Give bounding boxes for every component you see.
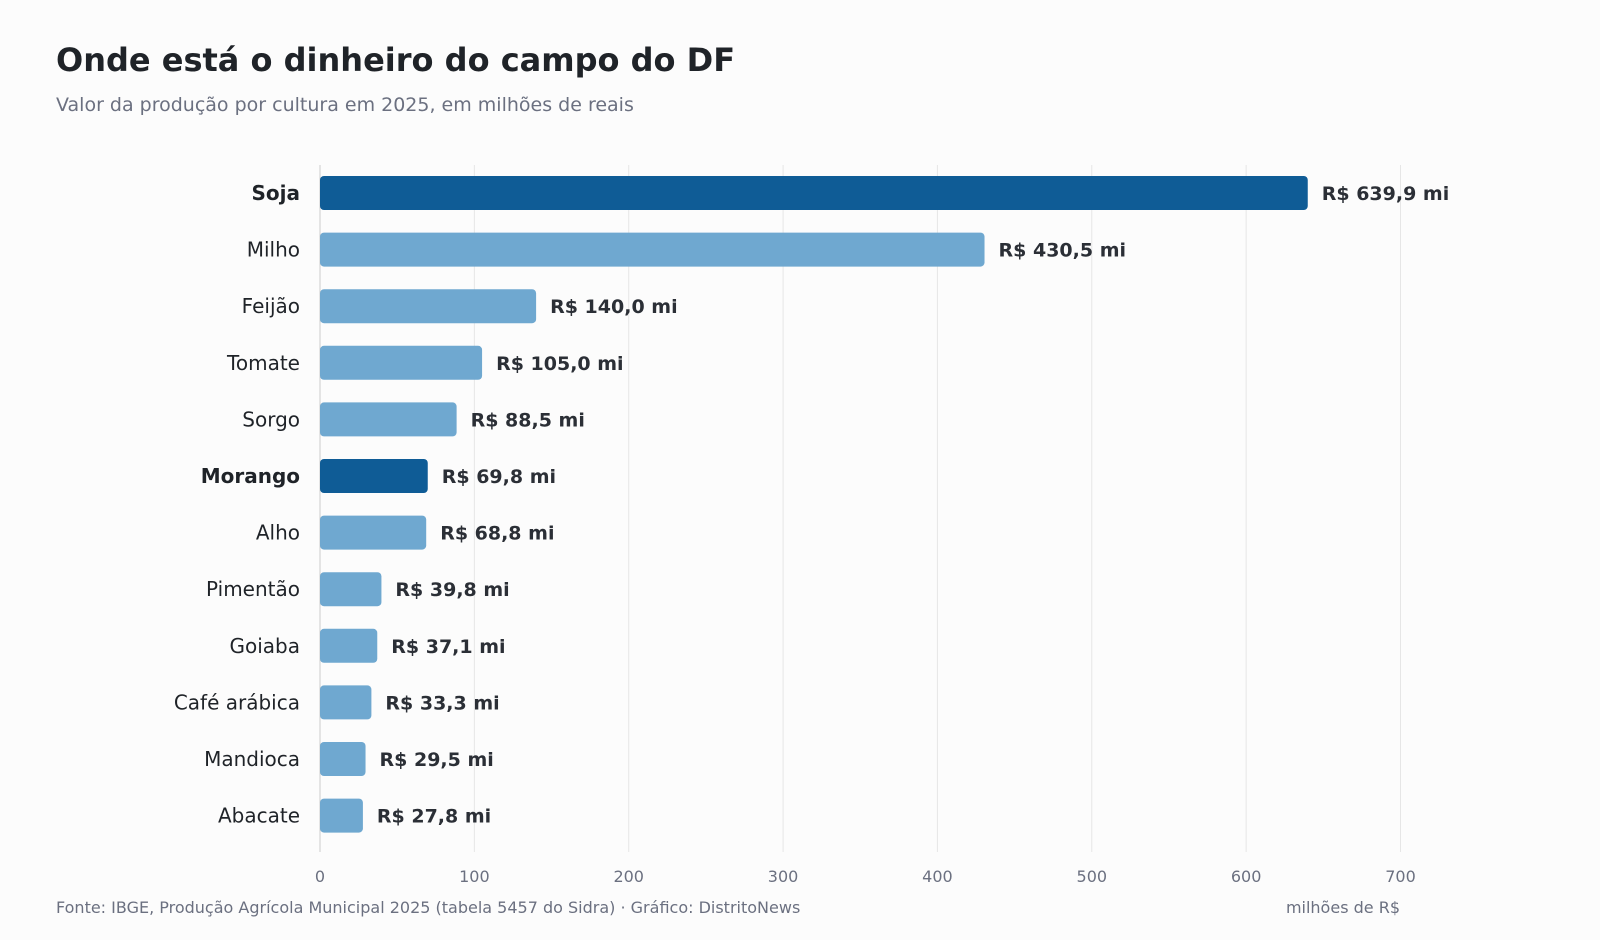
category-label: Tomate [226, 351, 300, 375]
category-label: Milho [247, 238, 300, 262]
value-label: R$ 33,3 mi [385, 692, 499, 714]
x-tick-label: 700 [1385, 867, 1416, 886]
value-label: R$ 430,5 mi [999, 240, 1127, 262]
category-label: Feijão [242, 294, 300, 318]
category-label: Morango [201, 464, 300, 488]
value-label: R$ 37,1 mi [391, 636, 505, 658]
bar [320, 402, 457, 437]
category-label: Alho [256, 521, 300, 545]
bar [320, 459, 428, 493]
bar [320, 232, 985, 267]
x-tick-label: 200 [613, 867, 644, 886]
bar [320, 176, 1308, 210]
x-axis-title: milhões de R$ [1285, 898, 1400, 917]
bar [320, 798, 363, 833]
bar [320, 345, 483, 380]
category-label: Pimentão [206, 577, 300, 601]
bar [320, 289, 537, 324]
category-label: Soja [252, 181, 301, 205]
x-tick-label: 600 [1231, 867, 1262, 886]
value-label: R$ 105,0 mi [496, 353, 624, 375]
x-tick-label: 0 [315, 867, 325, 886]
chart-subtitle: Valor da produção por cultura em 2025, e… [56, 94, 634, 116]
x-tick-label: 400 [922, 867, 953, 886]
value-label: R$ 27,8 mi [377, 806, 491, 828]
bar [320, 742, 366, 776]
value-label: R$ 68,8 mi [440, 523, 554, 545]
category-label: Mandioca [204, 747, 300, 771]
value-label: R$ 39,8 mi [395, 579, 509, 601]
category-label: Abacate [218, 804, 300, 828]
category-label: Goiaba [230, 634, 301, 658]
bar [320, 572, 382, 607]
value-label: R$ 88,5 mi [471, 409, 585, 431]
value-label: R$ 140,0 mi [550, 296, 678, 318]
category-label: Café arábica [174, 690, 300, 714]
value-label: R$ 29,5 mi [380, 749, 494, 771]
value-label: R$ 69,8 mi [442, 466, 556, 488]
x-tick-label: 300 [768, 867, 799, 886]
category-label: Sorgo [242, 407, 300, 431]
bar [320, 685, 372, 720]
value-label: R$ 639,9 mi [1322, 183, 1450, 205]
source-note: Fonte: IBGE, Produção Agrícola Municipal… [56, 898, 801, 917]
x-tick-label: 500 [1077, 867, 1108, 886]
bar [320, 515, 427, 550]
x-tick-label: 100 [459, 867, 490, 886]
chart-title: Onde está o dinheiro do campo do DF [56, 41, 736, 79]
bar [320, 628, 378, 663]
